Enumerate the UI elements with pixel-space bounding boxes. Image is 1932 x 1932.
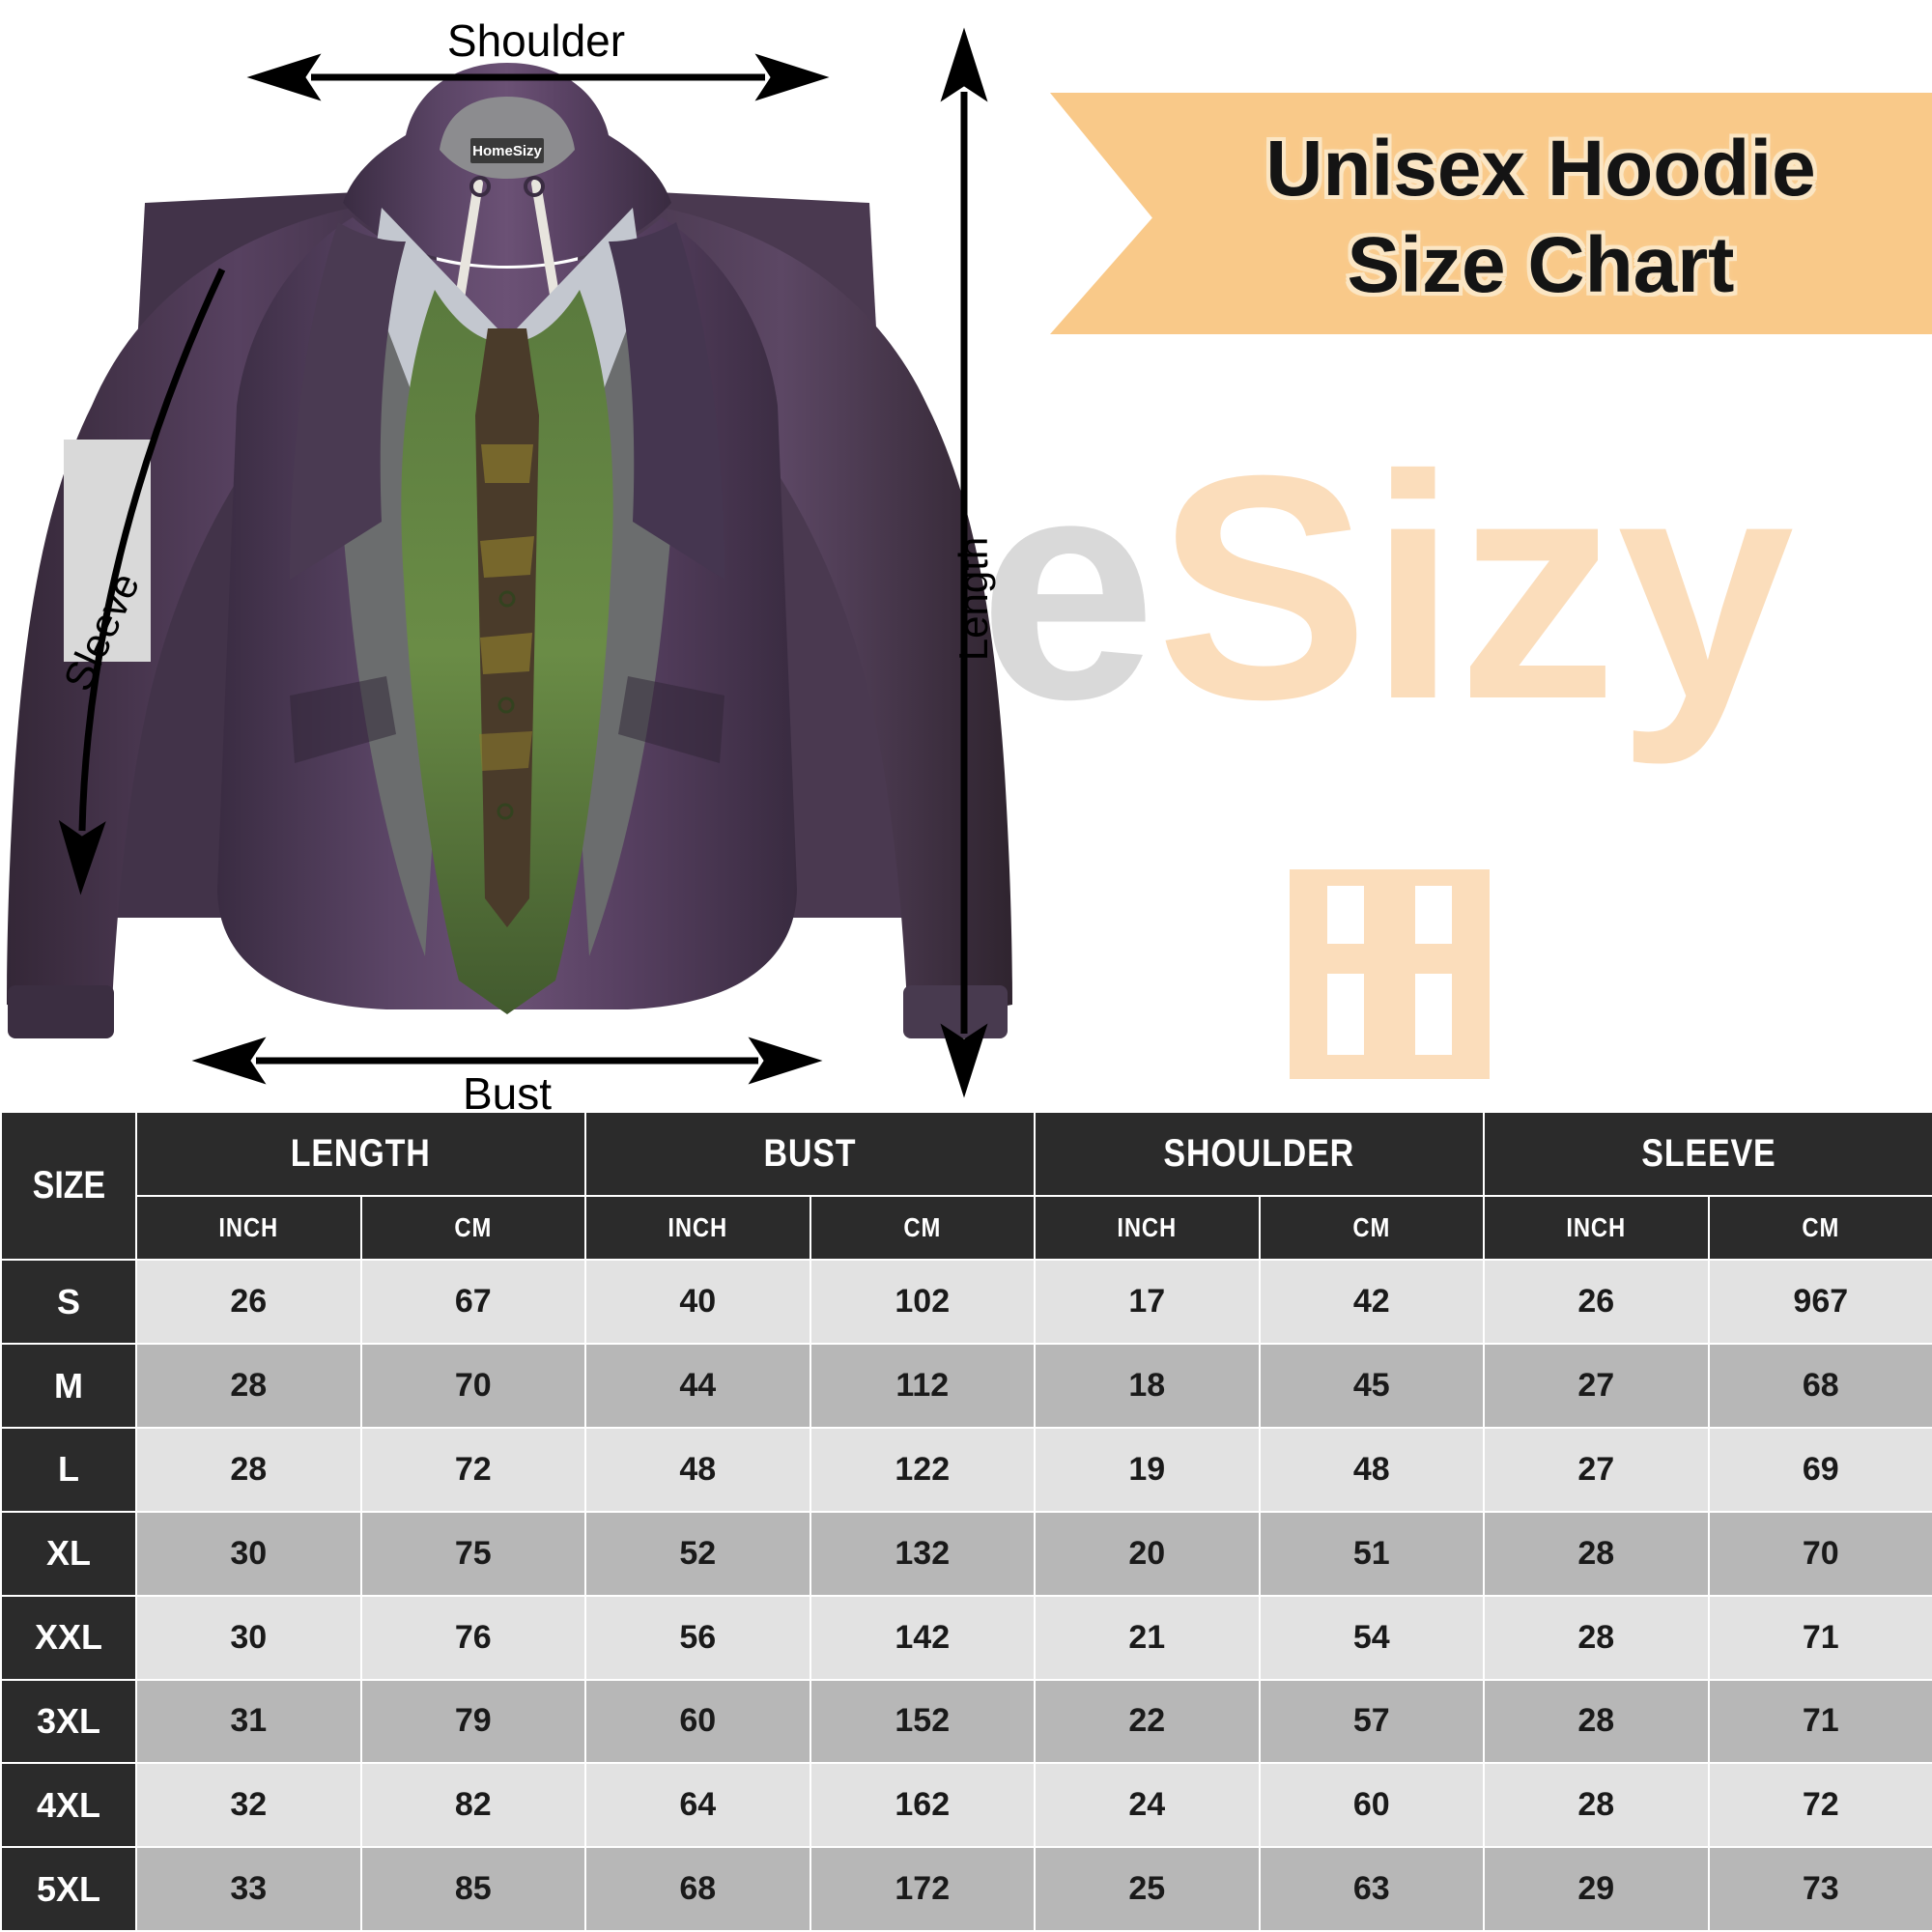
svg-text:Shoulder: Shoulder bbox=[447, 15, 625, 66]
svg-text:Bust: Bust bbox=[463, 1068, 552, 1111]
svg-text:Length: Length bbox=[951, 537, 996, 661]
